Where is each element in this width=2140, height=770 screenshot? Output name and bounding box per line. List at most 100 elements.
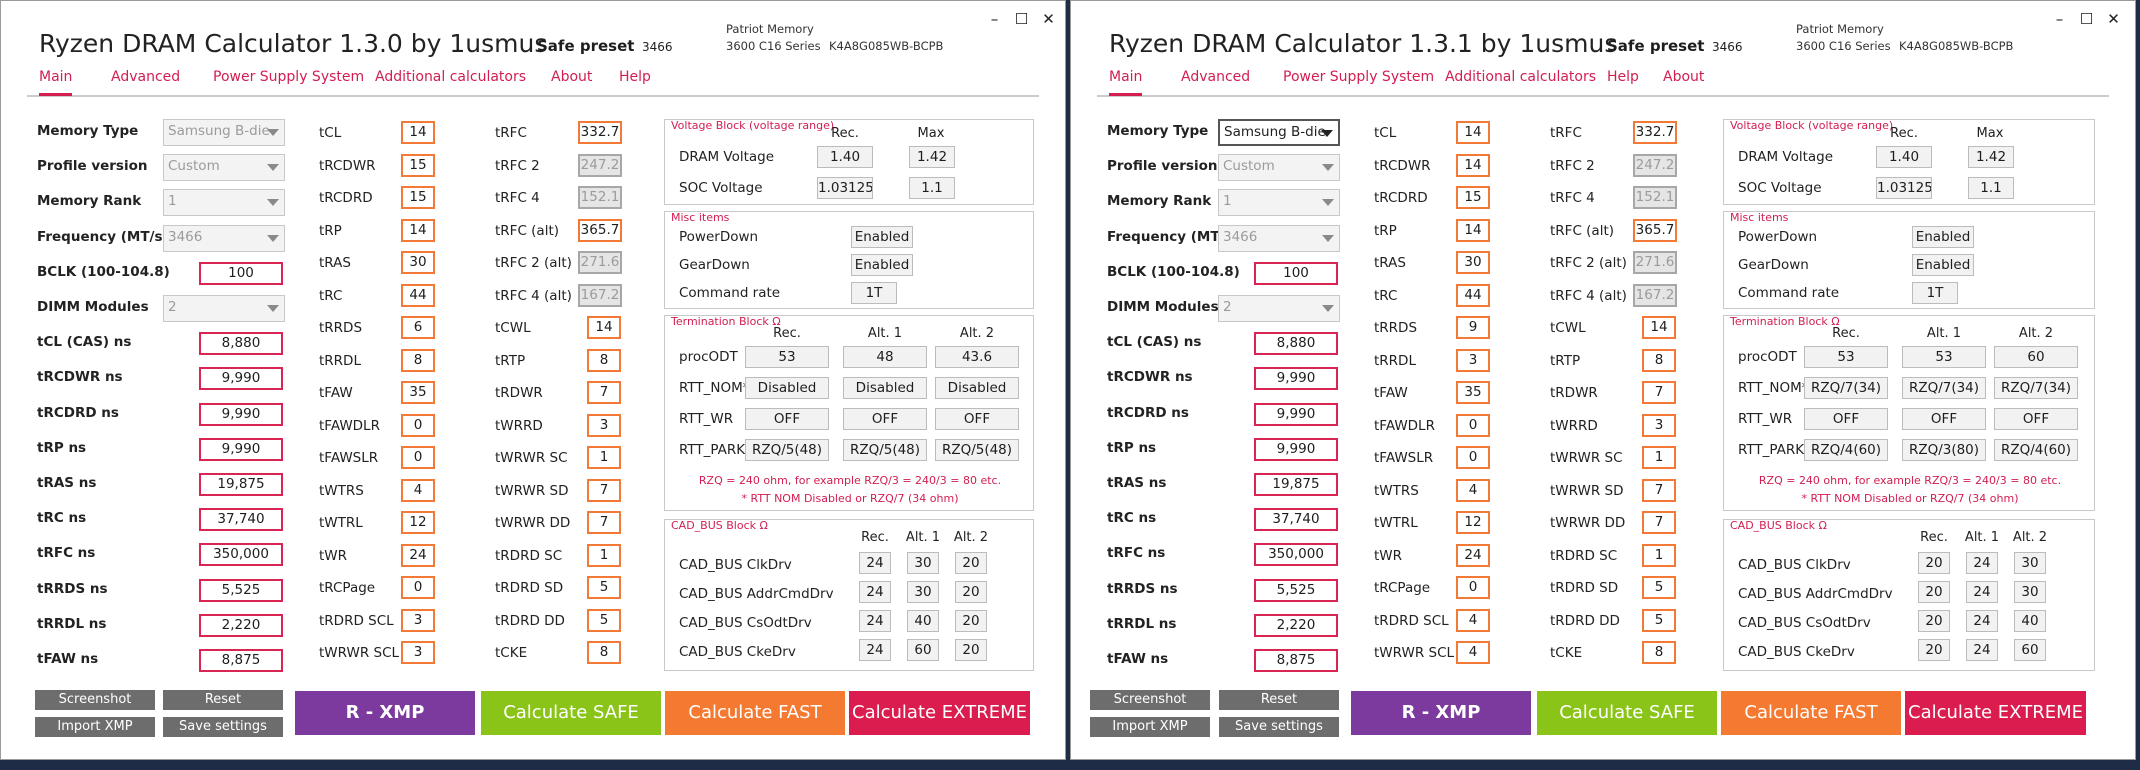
input-trcdwr-ns[interactable]: 9,990 (199, 367, 283, 390)
input-tcl-cas-ns[interactable]: 8,880 (1254, 332, 1338, 355)
timing-trdrd-scl[interactable]: 3 (401, 609, 435, 632)
timing-twrwr-sd[interactable]: 7 (587, 479, 621, 502)
timing-trfc-alt[interactable]: 365.7 (578, 219, 622, 242)
calculate-fast-button[interactable]: Calculate FAST (1721, 691, 1901, 735)
input-trrds-ns[interactable]: 5,525 (199, 579, 283, 602)
input-trc-ns[interactable]: 37,740 (1254, 508, 1338, 531)
timing-tfawdlr[interactable]: 0 (1456, 414, 1490, 437)
timing-twrrd[interactable]: 3 (1642, 414, 1676, 437)
timing-trc[interactable]: 44 (401, 284, 435, 307)
timing-trp[interactable]: 14 (401, 219, 435, 242)
reset-button[interactable]: Reset (163, 690, 283, 710)
timing-trrdl[interactable]: 3 (1456, 349, 1490, 372)
tab-about[interactable]: About (1663, 69, 1705, 85)
timing-twrwr-sc[interactable]: 1 (587, 446, 621, 469)
tab-additional-calculators[interactable]: Additional calculators (1445, 69, 1597, 85)
screenshot-button[interactable]: Screenshot (1090, 690, 1210, 710)
select-profile-version[interactable]: Custom (1218, 154, 1340, 181)
timing-trcdwr[interactable]: 15 (401, 154, 435, 177)
timing-trtp[interactable]: 8 (587, 349, 621, 372)
timing-twtrs[interactable]: 4 (401, 479, 435, 502)
timing-tcke[interactable]: 8 (1642, 641, 1676, 664)
input-trc-ns[interactable]: 37,740 (199, 508, 283, 531)
timing-tcke[interactable]: 8 (587, 641, 621, 664)
select-memory-type[interactable]: Samsung B-die (163, 119, 285, 146)
select-memory-type[interactable]: Samsung B-die (1218, 119, 1340, 146)
input-trfc-ns[interactable]: 350,000 (199, 543, 283, 566)
timing-trdwr[interactable]: 7 (587, 381, 621, 404)
timing-twtrl[interactable]: 12 (401, 511, 435, 534)
input-trrdl-ns[interactable]: 2,220 (1254, 614, 1338, 637)
close-button[interactable]: ✕ (2107, 10, 2120, 28)
timing-trcpage[interactable]: 0 (1456, 576, 1490, 599)
input-trp-ns[interactable]: 9,990 (199, 438, 283, 461)
timing-twr[interactable]: 24 (401, 544, 435, 567)
input-tcl-cas-ns[interactable]: 8,880 (199, 332, 283, 355)
tab-about[interactable]: About (551, 69, 593, 85)
timing-trc[interactable]: 44 (1456, 284, 1490, 307)
select-dimm-modules[interactable]: 2 (1218, 295, 1340, 322)
timing-trdrd-sc[interactable]: 1 (587, 544, 621, 567)
select-frequency-mt-s[interactable]: 3466 (163, 225, 285, 252)
tab-help[interactable]: Help (619, 69, 651, 85)
timing-tras[interactable]: 30 (1456, 251, 1490, 274)
timing-trrds[interactable]: 9 (1456, 316, 1490, 339)
timing-trp[interactable]: 14 (1456, 219, 1490, 242)
input-trcdrd-ns[interactable]: 9,990 (199, 403, 283, 426)
close-button[interactable]: ✕ (1042, 10, 1055, 28)
minimize-button[interactable]: – (990, 10, 999, 28)
maximize-button[interactable]: ☐ (2079, 10, 2094, 28)
select-profile-version[interactable]: Custom (163, 154, 285, 181)
timing-twrwr-sd[interactable]: 7 (1642, 479, 1676, 502)
calculate-extreme-button[interactable]: Calculate EXTREME (1905, 691, 2086, 735)
maximize-button[interactable]: ☐ (1014, 10, 1029, 28)
select-memory-rank[interactable]: 1 (163, 189, 285, 216)
timing-tcl[interactable]: 14 (401, 121, 435, 144)
timing-tras[interactable]: 30 (401, 251, 435, 274)
timing-trdrd-sd[interactable]: 5 (1642, 576, 1676, 599)
calculate-extreme-button[interactable]: Calculate EXTREME (849, 691, 1030, 735)
r-xmp-button[interactable]: R - XMP (1351, 691, 1531, 735)
calculate-fast-button[interactable]: Calculate FAST (665, 691, 845, 735)
timing-twtrs[interactable]: 4 (1456, 479, 1490, 502)
timing-twrwr-dd[interactable]: 7 (1642, 511, 1676, 534)
input-trcdrd-ns[interactable]: 9,990 (1254, 403, 1338, 426)
input-tfaw-ns[interactable]: 8,875 (1254, 649, 1338, 672)
save-settings-button[interactable]: Save settings (1219, 717, 1339, 737)
tab-main[interactable]: Main (1109, 69, 1143, 96)
tab-advanced[interactable]: Advanced (111, 69, 181, 85)
input-bclk-100-104-8[interactable]: 100 (1254, 262, 1338, 285)
import-xmp-button[interactable]: Import XMP (35, 717, 155, 737)
timing-trcdrd[interactable]: 15 (401, 186, 435, 209)
select-frequency-mt-s[interactable]: 3466 (1218, 225, 1340, 252)
import-xmp-button[interactable]: Import XMP (1090, 717, 1210, 737)
timing-twrwr-sc[interactable]: 1 (1642, 446, 1676, 469)
timing-tfawslr[interactable]: 0 (1456, 446, 1490, 469)
tab-power-supply-system[interactable]: Power Supply System (1283, 69, 1435, 85)
input-tras-ns[interactable]: 19,875 (199, 473, 283, 496)
timing-tfaw[interactable]: 35 (401, 381, 435, 404)
timing-tfawdlr[interactable]: 0 (401, 414, 435, 437)
calculate-safe-button[interactable]: Calculate SAFE (481, 691, 661, 735)
input-trrdl-ns[interactable]: 2,220 (199, 614, 283, 637)
timing-tcwl[interactable]: 14 (1642, 316, 1676, 339)
timing-twtrl[interactable]: 12 (1456, 511, 1490, 534)
select-memory-rank[interactable]: 1 (1218, 189, 1340, 216)
input-trfc-ns[interactable]: 350,000 (1254, 543, 1338, 566)
timing-trdrd-dd[interactable]: 5 (587, 609, 621, 632)
timing-twrrd[interactable]: 3 (587, 414, 621, 437)
tab-help[interactable]: Help (1607, 69, 1639, 85)
timing-trcpage[interactable]: 0 (401, 576, 435, 599)
minimize-button[interactable]: – (2055, 10, 2064, 28)
timing-trfc-alt[interactable]: 365.7 (1633, 219, 1677, 242)
timing-trdrd-sd[interactable]: 5 (587, 576, 621, 599)
timing-trfc[interactable]: 332.7 (578, 121, 622, 144)
timing-twrwr-scl[interactable]: 3 (401, 641, 435, 664)
timing-trdrd-sc[interactable]: 1 (1642, 544, 1676, 567)
r-xmp-button[interactable]: R - XMP (295, 691, 475, 735)
select-dimm-modules[interactable]: 2 (163, 295, 285, 322)
timing-twrwr-scl[interactable]: 4 (1456, 641, 1490, 664)
input-trrds-ns[interactable]: 5,525 (1254, 579, 1338, 602)
timing-tcl[interactable]: 14 (1456, 121, 1490, 144)
tab-main[interactable]: Main (39, 69, 73, 96)
